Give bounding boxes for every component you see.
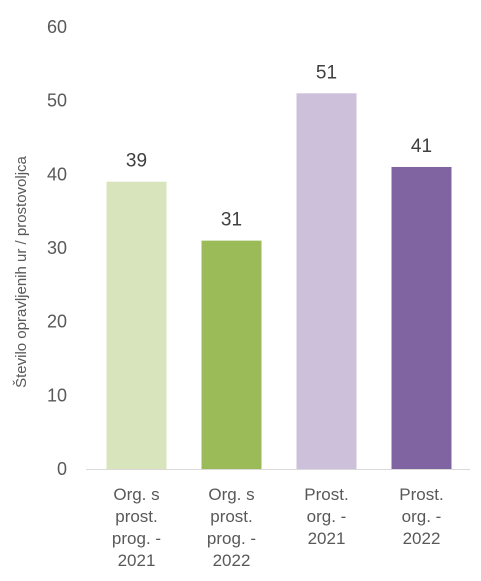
category-label-line: prog. - bbox=[112, 529, 161, 548]
y-tick-label: 60 bbox=[47, 17, 67, 37]
y-axis-title-group: Število opravljenih ur / prostovoljca bbox=[13, 155, 30, 387]
data-label: 39 bbox=[126, 151, 147, 172]
category-label-line: Org. s bbox=[208, 485, 254, 504]
category-labels: Org. s prost. prog. - 2021 Org. s prost. prog.… bbox=[112, 485, 444, 570]
bar bbox=[201, 240, 262, 469]
category-label-line: 2022 bbox=[403, 529, 441, 548]
data-label: 41 bbox=[411, 136, 432, 157]
y-tick-label: 30 bbox=[47, 238, 67, 258]
category-label-line: 2021 bbox=[118, 551, 156, 570]
category-label-line: 2021 bbox=[308, 529, 346, 548]
bar bbox=[296, 93, 357, 470]
category-label-line: 2022 bbox=[213, 551, 251, 570]
category-label-line: Prost. bbox=[304, 485, 348, 504]
y-tick-label: 20 bbox=[47, 312, 67, 332]
y-tick-labels: 0 10 20 30 40 50 60 bbox=[47, 17, 67, 479]
category-label-line: org. - bbox=[307, 507, 347, 526]
category-label-line: prog. - bbox=[207, 529, 256, 548]
y-tick-label: 10 bbox=[47, 385, 67, 405]
y-tick-label: 0 bbox=[57, 459, 67, 479]
y-tick-label: 40 bbox=[47, 164, 67, 184]
y-tick-label: 50 bbox=[47, 91, 67, 111]
bar bbox=[391, 166, 452, 469]
category-label-line: Org. s bbox=[113, 485, 159, 504]
data-label: 31 bbox=[221, 210, 242, 231]
category-label-line: org. - bbox=[402, 507, 442, 526]
y-axis-title: Število opravljenih ur / prostovoljca bbox=[13, 155, 30, 387]
data-labels: 39 31 51 41 bbox=[126, 62, 432, 230]
data-label: 51 bbox=[316, 62, 337, 83]
bars bbox=[106, 93, 452, 470]
category-label-line: prost. bbox=[210, 507, 253, 526]
category-label-line: Prost. bbox=[399, 485, 443, 504]
bar bbox=[106, 181, 167, 469]
category-label-line: prost. bbox=[115, 507, 158, 526]
